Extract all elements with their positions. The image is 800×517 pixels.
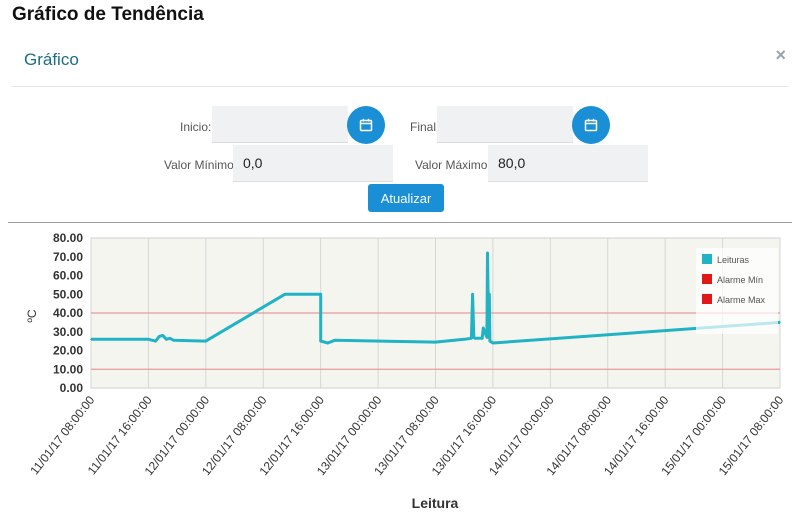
form-divider	[8, 222, 792, 223]
max-value-input[interactable]	[488, 145, 648, 182]
legend-swatch-leituras	[702, 254, 712, 264]
data-point	[205, 340, 207, 342]
legend-label-alarm-min: Alarme Mín	[717, 275, 763, 285]
data-point	[319, 293, 322, 296]
update-button[interactable]: Atualizar	[368, 184, 444, 212]
data-point	[486, 252, 489, 254]
data-point	[161, 334, 164, 337]
y-axis: 0.00 10.00 20.00 30.00 40.00 50.00 60.00 70.00 8…	[53, 231, 83, 395]
data-point	[487, 336, 490, 339]
data-point	[463, 338, 466, 341]
end-date-label: Final:	[410, 120, 440, 134]
y-axis-label: ºC	[25, 309, 39, 322]
end-date-input[interactable]	[437, 106, 573, 143]
start-date-label: Inicio:	[180, 120, 212, 134]
legend-swatch-alarm-min	[702, 274, 712, 284]
legend-label-alarm-max: Alarme Max	[717, 295, 766, 305]
data-point	[472, 336, 475, 339]
header-divider	[12, 86, 788, 87]
y-tick-label: 10.00	[53, 362, 83, 376]
data-point	[169, 337, 171, 340]
y-tick-label: 30.00	[53, 325, 83, 339]
data-point	[158, 335, 160, 338]
data-point	[488, 293, 491, 296]
data-point	[334, 339, 336, 341]
y-tick-label: 80.00	[53, 231, 83, 245]
data-point	[470, 337, 473, 340]
data-point	[172, 339, 175, 341]
y-tick-label: 50.00	[53, 287, 83, 301]
data-point	[90, 338, 92, 341]
data-point	[486, 336, 488, 339]
y-tick-label: 40.00	[53, 306, 83, 320]
start-calendar-button[interactable]	[347, 106, 385, 144]
data-point	[489, 340, 491, 342]
x-tick-label: 15/01/17 08:00:00	[716, 393, 787, 478]
series-points	[90, 252, 781, 344]
min-value-input[interactable]	[233, 145, 393, 182]
data-point	[327, 342, 329, 344]
x-axis-label: Leitura	[412, 495, 459, 511]
legend: Leituras Alarme Mín Alarme Max	[696, 248, 778, 334]
data-point	[283, 293, 286, 296]
close-icon[interactable]: ×	[775, 45, 786, 65]
calendar-icon	[359, 118, 373, 132]
legend-label-leituras: Leituras	[717, 255, 750, 265]
data-point	[474, 337, 476, 340]
y-tick-label: 60.00	[53, 269, 83, 283]
min-value-label: Valor Mínimo:	[164, 158, 238, 172]
y-tick-label: 70.00	[53, 250, 83, 264]
max-value-label: Valor Máximo:	[415, 158, 491, 172]
data-point	[165, 338, 168, 341]
start-date-input[interactable]	[212, 106, 348, 143]
page-heading: Gráfico de Tendência	[12, 4, 204, 25]
legend-swatch-alarm-max	[702, 294, 712, 304]
trend-chart-svg: 0.00 10.00 20.00 30.00 40.00 50.00 60.00 70.00 8…	[25, 231, 787, 511]
data-point	[492, 342, 494, 344]
y-tick-label: 0.00	[60, 381, 84, 395]
data-point	[779, 321, 781, 324]
data-point	[481, 337, 483, 340]
modal-title: Gráfico	[24, 50, 79, 69]
data-point	[482, 327, 485, 329]
data-point	[471, 293, 474, 296]
data-point	[154, 340, 157, 342]
data-point	[147, 338, 150, 341]
calendar-icon	[584, 118, 598, 132]
data-point	[434, 341, 437, 343]
data-point	[319, 340, 322, 342]
y-tick-label: 20.00	[53, 344, 83, 358]
end-calendar-button[interactable]	[572, 106, 610, 144]
trend-chart: 0.00 10.00 20.00 30.00 40.00 50.00 60.00 70.00 8…	[0, 224, 800, 512]
